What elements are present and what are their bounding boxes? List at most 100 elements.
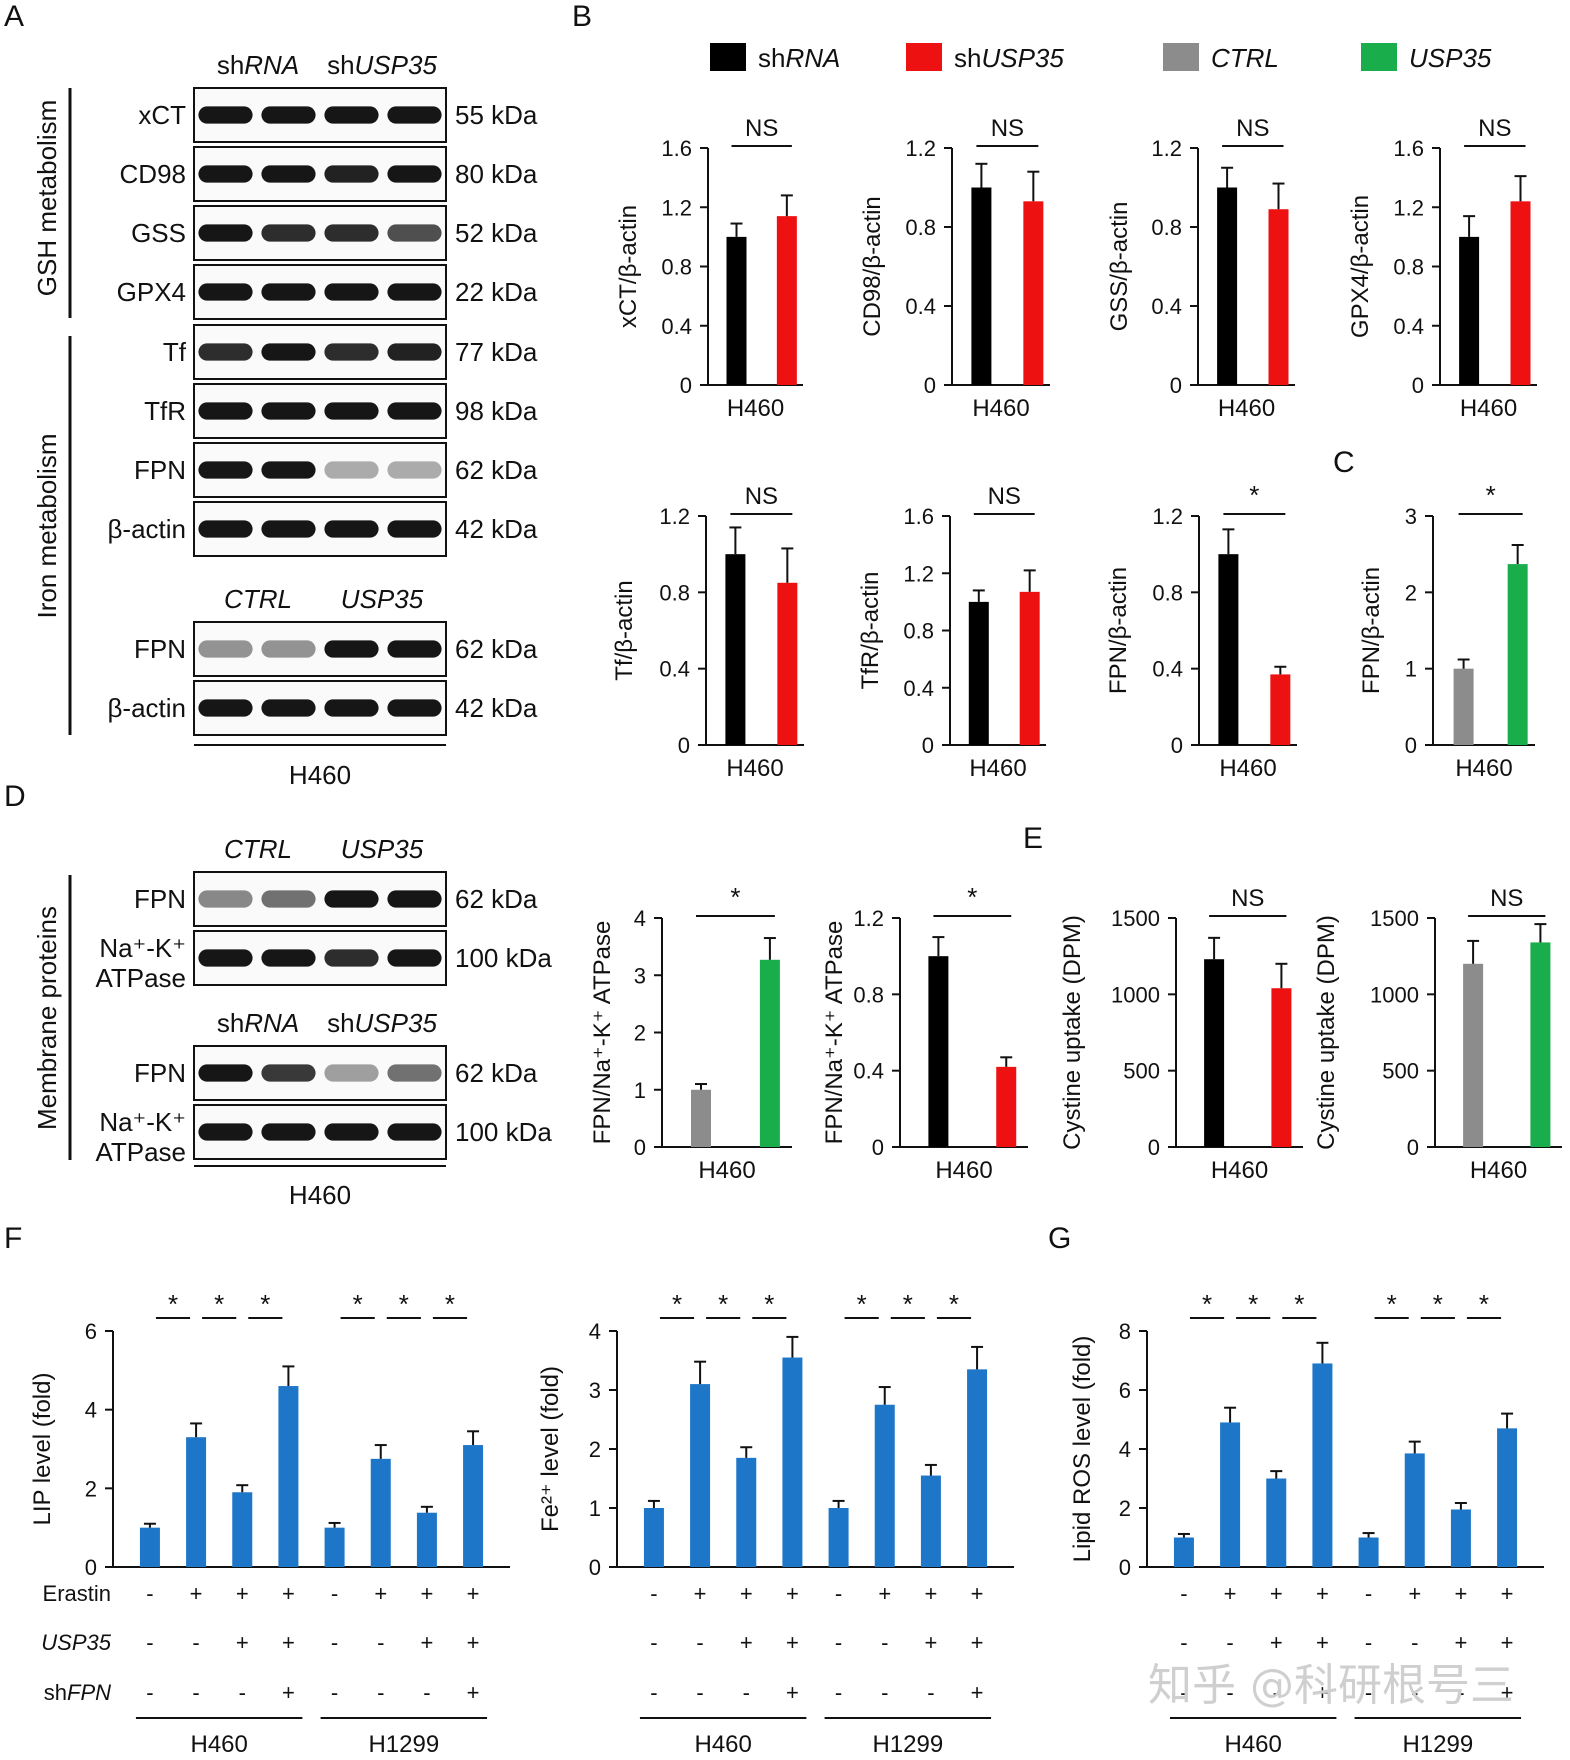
blot-band [198,343,253,361]
y-tick-label: 0.8 [853,982,884,1007]
treatment-sign: + [467,1630,480,1655]
blot-band [261,890,316,908]
blot-band [198,890,253,908]
treatment-sign: - [881,1680,888,1705]
sig-label: * [1202,1289,1212,1319]
bar [920,1475,941,1567]
blot-kda: 77 kDa [455,337,538,367]
lane-header-shusp35: shUSP35 [327,1008,437,1038]
sig-label: * [353,1289,363,1319]
bar [1220,1422,1241,1567]
y-tick-label: 6 [85,1319,97,1344]
bar [1463,963,1484,1147]
blot-label: β-actin [107,514,186,544]
treatment-sign: - [1411,1630,1418,1655]
x-axis-label: H460 [1470,1157,1527,1184]
y-tick-label: 3 [634,963,646,988]
treatment-sign: - [1457,1680,1464,1705]
treatment-sign: + [740,1630,753,1655]
treatment-label-pre: sh [44,1680,67,1705]
blot-band [324,343,379,361]
chart-C: 0 1 2 3 FPN/β-actin * H460 [1358,480,1535,782]
panel-label-g: G [1048,1222,1071,1255]
blot-label: GSS [131,218,186,248]
x-axis-label: H460 [1460,395,1517,422]
treatment-sign: + [924,1581,937,1606]
treatment-sign: + [1270,1630,1283,1655]
y-tick-label: 0 [678,733,690,758]
treatment-sign: + [190,1581,203,1606]
y-axis-label: LIP level (fold) [29,1373,56,1526]
group-label: H1299 [368,1731,439,1758]
legend-entry-italic: CTRL [1211,43,1279,73]
bar [690,1384,711,1567]
blot-kda: 100 kDa [455,943,552,973]
treatment-sign: + [786,1680,799,1705]
bar [370,1458,391,1567]
sig-label: * [1387,1289,1397,1319]
treatment-label: shFPN [44,1680,111,1705]
chart-E2: 0 500 1000 1500 Cystine uptake (DPM) NS H460 [1313,885,1562,1184]
treatment-sign: - [1273,1680,1280,1705]
y-tick-label: 1.6 [1393,136,1424,161]
y-tick-label: 0 [872,1135,884,1160]
bar [1218,554,1239,745]
blot-band [387,640,442,658]
bar [971,187,992,385]
blot-band [324,461,379,479]
y-tick-label: 0 [1405,733,1417,758]
y-tick-label: 0.8 [1151,215,1182,240]
treatment-sign: - [146,1581,153,1606]
panel-label-e: E [1023,822,1043,855]
y-tick-label: 1.2 [1393,195,1424,220]
y-tick-label: 0.4 [853,1059,884,1084]
blot-band [261,283,316,301]
sig-label: * [967,882,977,912]
bar [691,1089,711,1147]
blot-band [198,106,253,124]
panel-label-f: F [4,1222,22,1255]
bar [782,1357,803,1567]
blot-band [261,165,316,183]
blot-row-β-actin [193,501,447,557]
blot-band [261,949,316,967]
y-tick-label: 0.8 [903,619,934,644]
treatment-sign: - [377,1680,384,1705]
y-tick-label: 1000 [1111,982,1160,1007]
y-tick-label: 4 [85,1398,97,1423]
blot-row-GPX4 [193,264,447,320]
y-tick-label: 2 [634,1021,646,1046]
bar [928,956,949,1147]
y-tick-label: 0 [85,1555,97,1580]
blot-band [261,640,316,658]
sig-label: * [1294,1289,1304,1319]
blot-row-xCT [193,87,447,143]
bar [416,1512,437,1567]
y-tick-label: 0.8 [1393,255,1424,280]
treatment-sign: - [331,1630,338,1655]
panel-label-a: A [4,0,24,33]
chart-B1: 0 0.4 0.8 1.2 1.6 xCT/β-actin NS H460 [615,115,803,422]
group-label-membrane: Membrane proteins [32,906,62,1130]
sig-label: NS [1236,115,1269,142]
chart-F1: 0 2 4 6 LIP level (fold) * * * * * * - + + + - + + + - - + + - -… [29,1289,510,1758]
chart-B3: 0 0.4 0.8 1.2 GSS/β-actin NS H460 [1106,115,1295,422]
y-tick-label: 0 [634,1135,646,1160]
panel-label-d: D [4,780,26,813]
blot-band [198,520,253,538]
y-axis-label: FPN/Na⁺-K⁺ ATPase [821,921,848,1145]
sig-label: NS [1231,885,1264,912]
blot-kda: 42 kDa [455,514,538,544]
blot-band [324,283,379,301]
blot-band [198,461,253,479]
lane-header-shrna: shRNA [217,1008,299,1038]
legend-swatch [1163,43,1199,71]
bar [996,1066,1017,1147]
blot-band [261,699,316,717]
y-tick-label: 0 [1412,373,1424,398]
sig-label: * [214,1289,224,1319]
treatment-sign: + [1501,1581,1514,1606]
blot-label: ATPase [95,1137,186,1167]
blot-band [324,520,379,538]
